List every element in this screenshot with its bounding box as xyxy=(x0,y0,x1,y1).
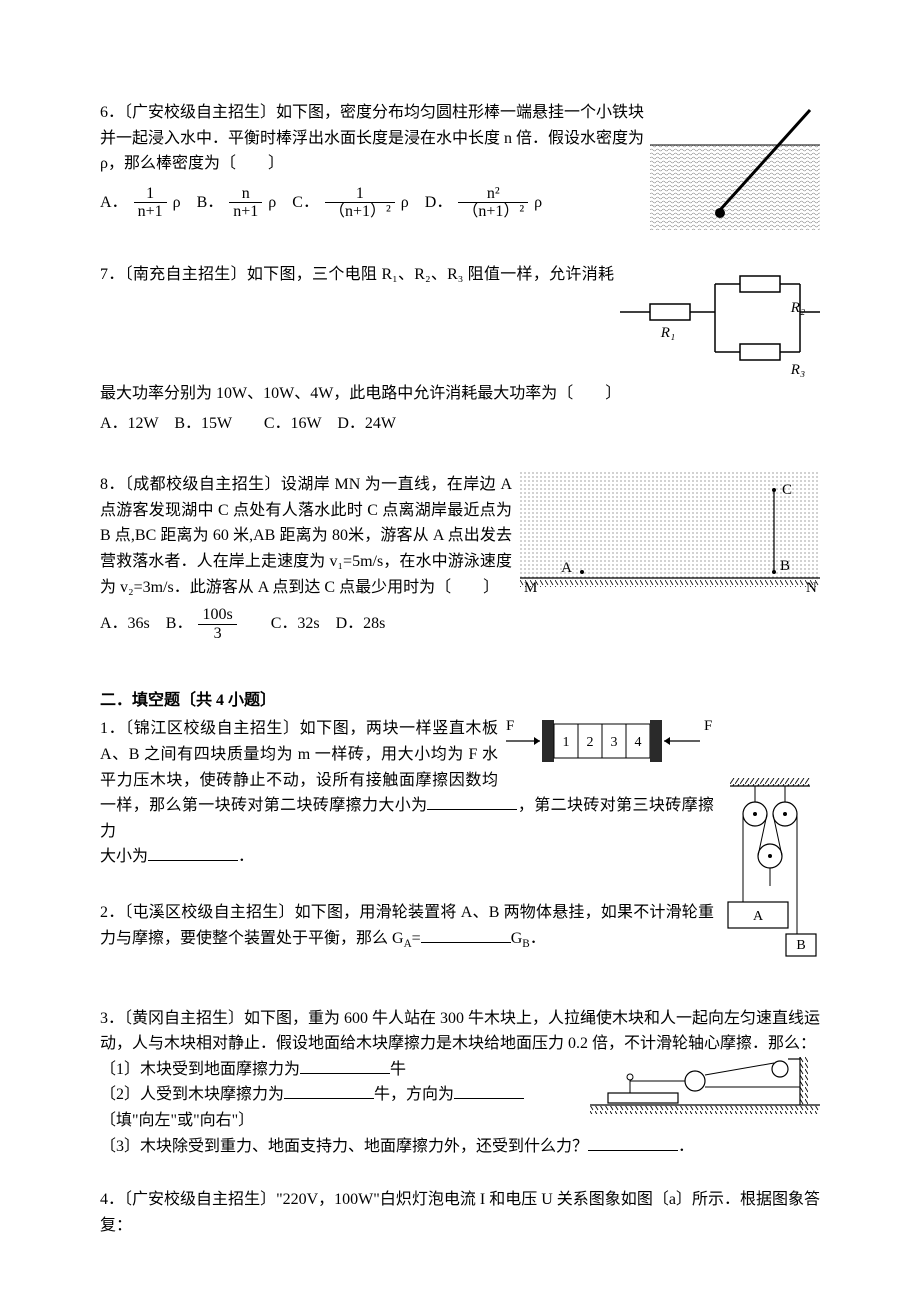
figure-q6 xyxy=(650,100,820,230)
question-6: 6．〔广安校级自主招生〕如下图，密度分布均匀圆柱形棒一端悬挂一个小铁块并一起浸入… xyxy=(100,100,820,234)
svg-text:C: C xyxy=(782,482,792,498)
fill-3: 3．〔黄冈自主招生〕如下图，重为 600 牛人站在 300 牛木块上，人拉绳使木… xyxy=(100,1006,820,1160)
q8-opt-b: B． 100s 3 xyxy=(166,606,239,642)
f3-blank-3 xyxy=(454,1082,524,1099)
q7-options: A．12W B．15W​ C．16W D．24W xyxy=(100,411,820,437)
f2-blank xyxy=(421,926,511,943)
q8-opt-c: C．32s xyxy=(271,611,320,637)
f3-blank-2 xyxy=(284,1082,374,1099)
q8-opt-a: A．36s xyxy=(100,611,150,637)
figure-f3-pulley xyxy=(590,1057,820,1119)
section-2-title: 二．填空题〔共 4 小题〕 xyxy=(100,686,820,710)
svg-text:R₁: R₁ xyxy=(660,325,675,341)
fill-1: 1．〔锦江区校级自主招生〕如下图，两块一样竖直木板 A、B 之间有四块质量均为 … xyxy=(100,716,820,870)
q8-opt-d: D．28s xyxy=(336,611,386,637)
f4-number: 4 xyxy=(100,1191,108,1208)
figure-q7: R₁ R₂ R₃ xyxy=(620,262,820,377)
f1-blank-1 xyxy=(427,793,517,810)
f3-blank-4 xyxy=(588,1134,678,1151)
f2-number: 2 xyxy=(100,904,108,921)
svg-text:M: M xyxy=(524,580,537,596)
q8-number: 8 xyxy=(100,476,108,493)
f3-number: 3 xyxy=(100,1010,108,1027)
q8-text: 8．〔成都校级自主招生〕设湖岸 MN 为一直线，在岸边 A 点游客发现湖中 C … xyxy=(100,472,512,600)
f3-blank-1 xyxy=(300,1057,390,1074)
question-7: R₁ R₂ R₃ 7．〔南充自主招生〕如下图，三个电 xyxy=(100,262,820,436)
q6-opt-b: B． n n+1 ρ xyxy=(197,185,277,221)
f1-number: 1 xyxy=(100,720,108,737)
svg-text:R₂: R₂ xyxy=(790,300,805,316)
q6-opt-c: C． 1 （n+1）² ρ xyxy=(292,185,409,221)
svg-text:R₃: R₃ xyxy=(790,362,805,377)
q7-number: 7 xyxy=(100,266,108,283)
question-8: 8．〔成都校级自主招生〕设湖岸 MN 为一直线，在岸边 A 点游客发现湖中 C … xyxy=(100,472,820,642)
fill-2: 2．〔屯溪区校级自主招生〕如下图，用滑轮装置将 A、B 两物体悬挂，如果不计滑轮… xyxy=(100,900,820,954)
q8-options: A．36s B． 100s 3 C．32s D．28s xyxy=(100,606,820,642)
f1-blank-2 xyxy=(148,844,238,861)
figure-q8: A B C M N xyxy=(520,472,820,602)
svg-text:A: A xyxy=(561,560,572,576)
svg-text:N: N xyxy=(806,580,817,596)
q6-opt-d: D． n² （n+1）² ρ xyxy=(425,185,542,221)
q6-number: 6 xyxy=(100,104,108,121)
fill-4: 4．〔广安校级自主招生〕"220V，100W"白炽灯泡电流 I 和电压 U 关系… xyxy=(100,1187,820,1238)
svg-text:B: B xyxy=(780,558,790,574)
q6-opt-a: A． 1 n+1 ρ xyxy=(100,185,181,221)
